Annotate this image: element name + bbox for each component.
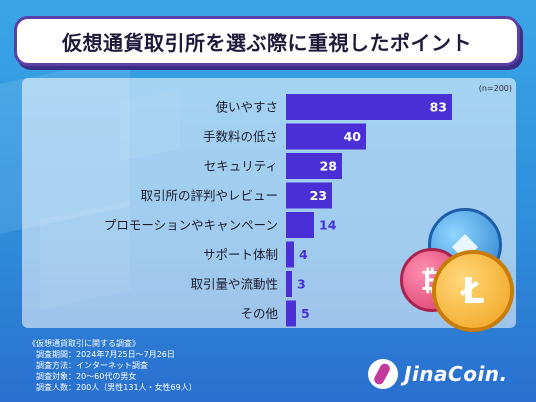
category-label: プロモーションやキャンペーン (104, 218, 278, 233)
chart-title: 仮想通貨取引所を選ぶ際に重視したポイント (62, 30, 472, 55)
logo-text: JinaCoin. (404, 362, 508, 386)
bar (286, 182, 332, 209)
category-label: 使いやすさ (215, 100, 278, 115)
survey-line: 調査人数：200人（男性131人・女性69人） (36, 383, 197, 392)
category-label: 手数料の低さ (203, 129, 278, 144)
value-label: 5 (301, 306, 310, 321)
bar (286, 212, 314, 238)
value-label: 83 (430, 100, 447, 115)
bar (286, 94, 452, 120)
bar (286, 271, 292, 297)
category-label: 取引量や流動性 (190, 277, 278, 292)
value-label: 14 (319, 218, 337, 233)
category-label: サポート体制 (203, 247, 278, 262)
jinacoin-logo-icon (368, 359, 398, 389)
category-label: その他 (240, 306, 278, 321)
value-label: 3 (297, 277, 306, 292)
bar (286, 123, 366, 150)
bar (286, 300, 296, 327)
value-label: 40 (344, 129, 362, 144)
value-label: 28 (320, 159, 337, 174)
litecoin-coin-icon: Ł (432, 250, 514, 332)
survey-line: 調査対象：20〜60代の男女 (36, 372, 137, 381)
value-label: 23 (310, 188, 327, 203)
survey-line: 調査期間：2024年7月25日〜7月26日 (36, 350, 175, 359)
category-label: セキュリティ (204, 159, 278, 174)
survey-notes: 《仮想通貨取引に関する調査》 調査期間：2024年7月25日〜7月26日 調査方… (28, 338, 197, 393)
category-label: 取引所の評判やレビュー (140, 188, 278, 203)
value-label: 4 (299, 247, 308, 262)
survey-heading: 《仮想通貨取引に関する調査》 (28, 339, 140, 348)
title-banner: 仮想通貨取引所を選ぶ際に重視したポイント (14, 16, 520, 66)
bar (286, 153, 342, 179)
sample-size-note: (n=200) (478, 84, 512, 93)
survey-line: 調査方法：インターネット調査 (36, 361, 148, 370)
brand-logo: JinaCoin. (368, 354, 528, 394)
bar (286, 241, 294, 268)
